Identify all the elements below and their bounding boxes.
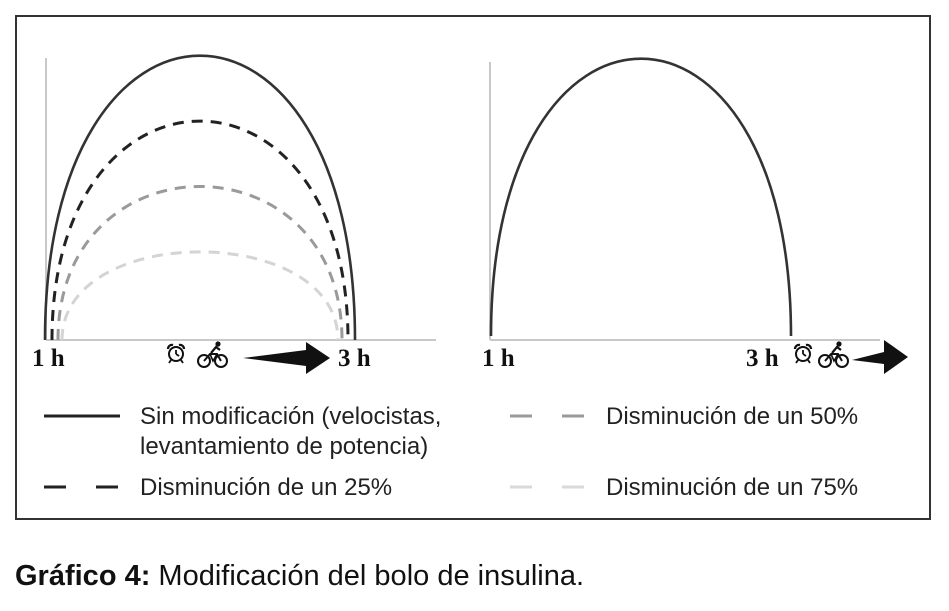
legend-label: Disminución de un 25% — [140, 474, 392, 501]
chart-right: 1 h 3 h — [482, 57, 908, 374]
legend-item: Disminución de un 75% — [510, 474, 858, 501]
legend-item: Disminución de un 25% — [44, 474, 392, 501]
legend-label: levantamiento de potencia) — [140, 433, 428, 460]
bicycle-icon — [817, 340, 850, 369]
figure-caption: Gráfico 4: Modificación del bolo de insu… — [15, 560, 584, 593]
legend-item: Disminución de un 50% — [510, 403, 858, 430]
arrow-icon — [852, 340, 908, 374]
x-tick-label: 3 h — [338, 345, 371, 372]
series-curve — [50, 119, 350, 341]
legend-label: Sin modificación (velocistas, — [140, 403, 441, 430]
x-tick-label: 1 h — [482, 345, 515, 372]
x-tick-label: 1 h — [32, 345, 65, 372]
legend-label: Disminución de un 75% — [606, 474, 858, 501]
figure-frame — [15, 15, 931, 520]
x-tick-label: 3 h — [746, 345, 779, 372]
series-curve — [43, 54, 357, 341]
chart-left: 1 h 3 h — [32, 54, 436, 374]
arrow-icon — [243, 342, 330, 374]
caption-text: Modificación del bolo de insulina. — [150, 560, 585, 592]
alarm-clock-icon — [166, 343, 186, 365]
caption-label: Gráfico 4: — [15, 560, 151, 592]
legend-label: Disminución de un 50% — [606, 403, 858, 430]
series-curve — [56, 185, 344, 341]
series-curve — [60, 250, 340, 341]
series-curve — [489, 57, 793, 337]
alarm-clock-icon — [793, 343, 813, 365]
legend: Sin modificación (velocistas, levantamie… — [44, 403, 858, 501]
bicycle-icon — [196, 340, 229, 369]
legend-item: Sin modificación (velocistas, levantamie… — [44, 403, 441, 460]
